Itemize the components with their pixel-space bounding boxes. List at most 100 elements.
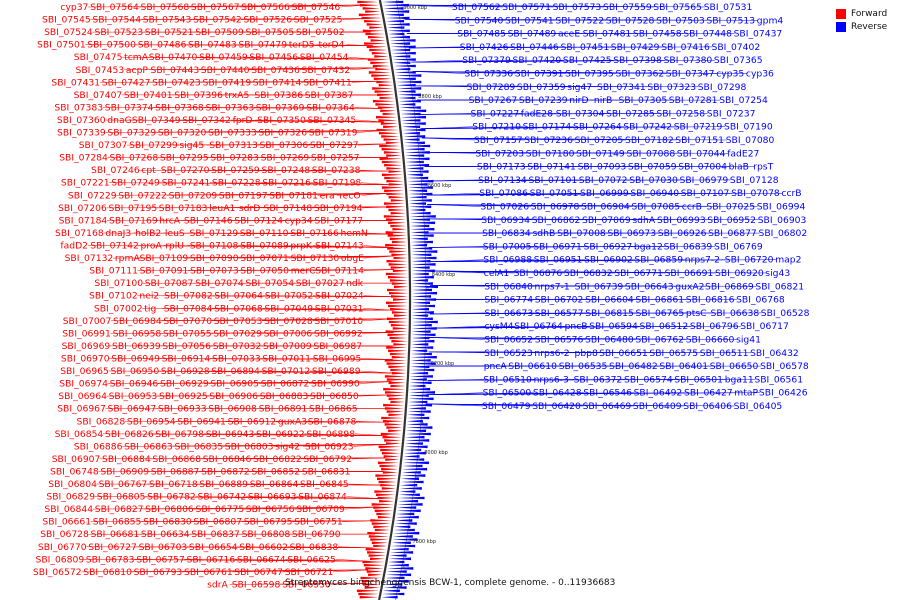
reverse-gene-label: SBI_06876: [514, 268, 563, 279]
forward-gene-label: SBI_07130: [291, 253, 340, 264]
forward-gene-label: SBI_06914: [162, 354, 211, 365]
reverse-gene-label: pbp8: [575, 348, 598, 359]
reverse-gene-label: SBI_07236: [524, 135, 573, 146]
reverse-feature: [411, 253, 432, 257]
forward-feature: [388, 221, 407, 225]
forward-feature: [387, 288, 408, 292]
reverse-gene-label: ccrB: [682, 202, 702, 213]
reverse-feature: [408, 403, 433, 407]
forward-gene-label: SBI_06883: [260, 391, 309, 402]
reverse-gene-label: SBI_07088: [627, 148, 676, 159]
reverse-feature: [398, 499, 419, 503]
reverse-gene-label: SBI_06482: [609, 361, 658, 372]
reverse-feature: [408, 192, 433, 196]
reverse-gene-label: bga12: [634, 241, 663, 252]
forward-gene-label: SBI_07090: [190, 253, 239, 264]
forward-feature: [385, 243, 408, 247]
forward-feature: [385, 442, 401, 445]
forward-feature: [385, 218, 406, 221]
forward-connector: [139, 169, 389, 172]
reverse-gene-label: SBI_06691: [665, 268, 714, 279]
reverse-feature: [412, 288, 432, 292]
reverse-gene-label: SBI_06920: [715, 268, 764, 279]
forward-gene-label: SBI_07396: [174, 90, 223, 101]
forward-feature: [368, 554, 386, 557]
forward-feature: [380, 122, 398, 125]
forward-connector: [99, 81, 379, 83]
forward-gene-label: SBI_07350: [257, 115, 306, 126]
forward-feature: [391, 295, 408, 298]
forward-feature: [374, 528, 390, 532]
reverse-gene-label: nirD: [569, 95, 588, 106]
reverse-feature: [397, 87, 422, 90]
forward-gene-label: SBI_06718: [149, 479, 198, 490]
reverse-gene-label: SBI_06480: [585, 335, 634, 346]
reverse-gene-label: SBI_06904: [581, 202, 630, 213]
reverse-feature: [391, 48, 411, 52]
forward-feature: [379, 96, 395, 100]
forward-gene-label: SBI_07111: [89, 266, 138, 277]
forward-gene-label: SBI_06728: [40, 529, 89, 540]
forward-feature: [367, 58, 389, 61]
forward-feature: [366, 45, 387, 49]
reverse-feature: [394, 522, 417, 525]
reverse-feature: [407, 179, 434, 183]
reverse-gene-label: SBI_06660: [686, 335, 735, 346]
forward-gene-label: SBI_07568: [141, 2, 190, 13]
forward-connector: [116, 193, 391, 196]
reverse-gene-label: map2: [775, 255, 801, 266]
reverse-gene-label: sig41: [736, 335, 761, 346]
reverse-feature: [410, 237, 428, 241]
forward-feature: [386, 346, 408, 349]
forward-feature: [375, 103, 396, 106]
forward-connector: [90, 520, 377, 522]
forward-gene-label: SBI_07249: [111, 178, 160, 189]
reverse-feature: [382, 589, 400, 593]
forward-gene-label: SBI_06925: [159, 391, 208, 402]
reverse-gene-label: SBI_07080: [726, 135, 775, 146]
forward-feature: [388, 320, 408, 324]
reverse-feature: [409, 202, 426, 205]
reverse-gene-label: SBI_06535: [559, 361, 608, 372]
forward-connector: [127, 143, 387, 146]
forward-feature: [388, 263, 408, 266]
reverse-feature: [404, 151, 430, 154]
forward-gene-label: SBI_07002: [94, 303, 143, 314]
forward-gene-label: SBI_06854: [55, 429, 104, 440]
forward-gene-label: SBI_07283: [210, 153, 259, 164]
reverse-gene-label: SBI_06372: [574, 374, 623, 385]
forward-gene-label: tcmA: [124, 52, 149, 63]
forward-feature: [380, 448, 401, 452]
forward-gene-label: SBI_06625: [287, 554, 336, 565]
reverse-gene-label: SBI_07565: [653, 2, 702, 13]
reverse-gene-label: SBI_06406: [683, 401, 732, 412]
reverse-gene-label: SBI_07025: [706, 202, 755, 213]
reverse-gene-label: SBI_07341: [597, 82, 646, 93]
forward-gene-label: leuA1: [209, 203, 235, 214]
reverse-gene-label: SBI_06859: [634, 255, 683, 266]
reverse-gene-label: SBI_07359: [517, 82, 566, 93]
forward-gene-label: SBI_07216: [262, 178, 311, 189]
reverse-feature: [401, 474, 426, 477]
forward-gene-label: SBI_07386: [254, 90, 303, 101]
reverse-gene-label: SBI_07069: [582, 215, 631, 226]
reverse-gene-label: SBI_06769: [714, 241, 763, 252]
forward-gene-label: SBI_07053: [214, 316, 263, 327]
forward-gene-label: SBI_07483: [188, 40, 237, 51]
reverse-gene-label: SBI_07531: [704, 2, 753, 13]
reverse-feature: [407, 176, 429, 180]
reverse-gene-label: SBI_06768: [736, 295, 785, 306]
reverse-feature: [394, 525, 411, 529]
forward-gene-label: SBI_06775: [196, 504, 245, 515]
reverse-feature: [396, 83, 416, 87]
forward-gene-label: SBI_07228: [212, 178, 261, 189]
forward-gene-label: SBI_07542: [193, 15, 242, 26]
reverse-gene-label: SBI_06428: [533, 388, 582, 399]
forward-feature: [368, 71, 391, 74]
forward-gene-label: SBI_07091: [140, 266, 189, 277]
forward-gene-label: SBI_06909: [100, 467, 149, 478]
forward-connector: [96, 483, 383, 486]
forward-feature: [364, 42, 387, 45]
reverse-feature: [385, 16, 410, 20]
forward-gene-label: SBI_06964: [58, 391, 107, 402]
